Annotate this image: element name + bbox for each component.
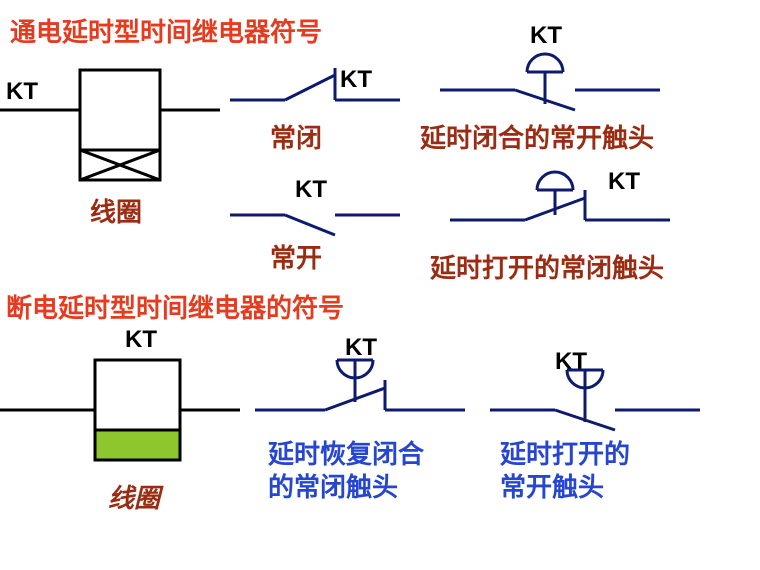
delay-open-nc-caption: 延时打开的常闭触头: [430, 248, 664, 285]
section2-title: 断电延时型时间继电器的符号: [6, 288, 344, 325]
coil2-symbol: [0, 350, 240, 490]
delay-open-nc-symbol: [450, 160, 670, 250]
nc-caption: 常闭: [270, 118, 322, 155]
delay-nc-caption-l1: 延时恢复闭合: [268, 439, 424, 469]
delay-no-caption-l2: 常开触头: [500, 472, 604, 502]
delay-nc-caption-l2: 的常闭触头: [268, 472, 398, 502]
delay-close-no-symbol: [440, 30, 660, 120]
delay-nc-caption: 延时恢复闭合 的常闭触头: [268, 438, 424, 503]
nc-symbol: [230, 60, 400, 120]
coil1-symbol: [0, 60, 220, 190]
delay-no-symbol: [490, 340, 700, 440]
delay-no-caption-l1: 延时打开的: [500, 439, 630, 469]
coil2-caption: 线圈: [108, 478, 160, 515]
coil1-caption: 线圈: [90, 192, 142, 229]
section1-title: 通电延时型时间继电器符号: [10, 12, 322, 49]
no-caption: 常开: [270, 238, 322, 275]
delay-no-caption: 延时打开的 常开触头: [500, 438, 630, 503]
delay-nc-symbol: [255, 340, 465, 440]
no-symbol: [230, 180, 400, 240]
delay-close-no-caption: 延时闭合的常开触头: [420, 118, 654, 155]
